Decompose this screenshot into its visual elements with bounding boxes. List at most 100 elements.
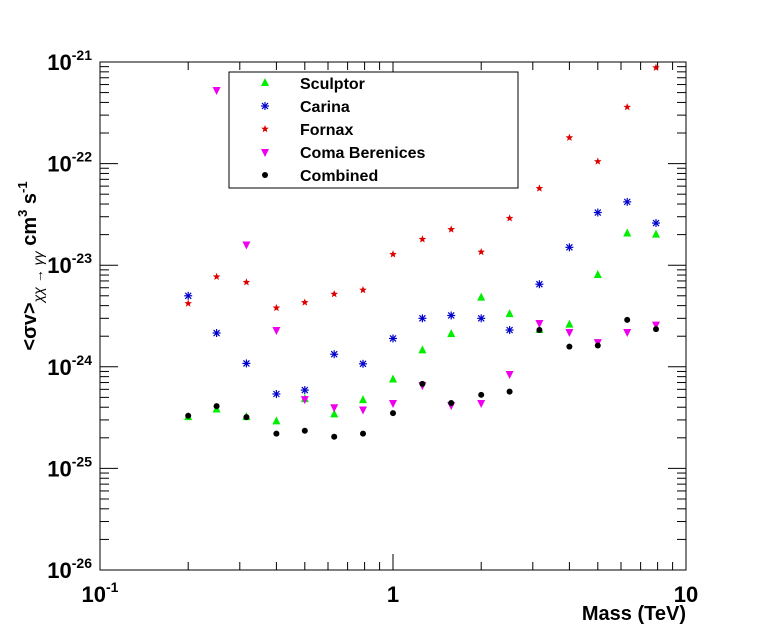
series-fornax — [184, 63, 660, 312]
asterisk-stroke — [301, 386, 309, 394]
y-tick-label: 10-21 — [47, 47, 92, 75]
data-point-carina — [652, 219, 661, 228]
data-point-sculptor — [565, 319, 574, 328]
asterisk-stroke — [477, 314, 485, 322]
x-tick-label: 10 — [674, 582, 698, 607]
data-point-combined — [448, 400, 455, 407]
y-tick-label: 10-26 — [47, 555, 92, 583]
asterisk-stroke — [261, 102, 269, 110]
data-point-combined — [243, 414, 250, 421]
asterisk-stroke — [389, 335, 397, 342]
data-point-fornax — [652, 63, 660, 71]
legend-label-carina: Carina — [300, 99, 350, 116]
data-point-carina — [565, 243, 574, 252]
y-tick-label: 10-25 — [47, 453, 92, 481]
y-axis-title: <σv>χχ → γγ cm3 s-1 — [15, 181, 46, 350]
data-point-sculptor — [359, 395, 368, 404]
data-point-combined — [273, 430, 280, 437]
asterisk-stroke — [359, 360, 367, 368]
y-tick-label: 10-22 — [47, 149, 92, 177]
data-point-fornax — [623, 103, 632, 111]
data-point-carina — [272, 389, 281, 398]
data-point-coma-berenices — [212, 87, 221, 96]
data-point-fornax — [300, 298, 309, 306]
data-point-carina — [212, 329, 221, 338]
series-combined — [185, 316, 660, 440]
x-tick-label: 1 — [387, 582, 399, 607]
legend-marker-coma-berenices — [261, 149, 269, 157]
data-point-carina — [242, 359, 251, 368]
data-point-sculptor — [652, 229, 661, 238]
series-sculptor — [184, 228, 661, 425]
data-point-combined — [360, 430, 367, 437]
legend-label-sculptor: Sculptor — [300, 76, 365, 93]
data-point-coma-berenices — [300, 396, 309, 405]
data-point-coma-berenices — [330, 404, 339, 413]
data-point-combined — [653, 326, 660, 333]
data-point-sculptor — [447, 329, 456, 338]
legend-marker-sculptor — [261, 78, 269, 86]
x-tick-label: 10-1 — [82, 579, 119, 607]
data-point-fornax — [184, 299, 193, 307]
asterisk-stroke — [535, 280, 543, 288]
asterisk-stroke — [184, 292, 192, 300]
data-point-fornax — [565, 133, 574, 141]
data-point-combined — [331, 433, 338, 440]
legend-marker-carina — [261, 102, 269, 110]
data-point-carina — [477, 314, 486, 323]
data-point-coma-berenices — [505, 370, 514, 379]
legend-box — [228, 71, 519, 189]
data-point-coma-berenices — [535, 319, 544, 328]
series-coma-berenices — [212, 87, 661, 415]
data-point-fornax — [330, 290, 339, 298]
asterisk-stroke — [330, 350, 338, 358]
asterisk-stroke — [242, 359, 250, 367]
data-point-carina — [359, 359, 368, 368]
data-point-combined — [390, 410, 396, 417]
asterisk-stroke — [565, 243, 573, 251]
asterisk-stroke — [652, 219, 660, 227]
data-point-sculptor — [593, 270, 602, 279]
asterisk-stroke — [272, 390, 280, 398]
data-point-sculptor — [330, 409, 339, 418]
data-point-coma-berenices — [272, 327, 281, 336]
data-point-combined — [536, 327, 543, 334]
data-point-combined — [185, 412, 192, 419]
series-carina — [184, 197, 661, 398]
legend-marker-fornax — [261, 125, 269, 133]
data-point-carina — [330, 350, 339, 359]
legend-label-fornax: Fornax — [300, 122, 353, 139]
data-point-coma-berenices — [389, 400, 397, 409]
data-point-fornax — [447, 225, 456, 233]
data-point-fornax — [477, 247, 486, 256]
asterisk-stroke — [418, 314, 426, 322]
data-point-coma-berenices — [623, 329, 632, 338]
data-point-carina — [447, 311, 456, 320]
data-point-carina — [623, 197, 632, 206]
data-point-sculptor — [477, 292, 486, 301]
data-point-combined — [624, 316, 631, 323]
data-point-fornax — [272, 303, 281, 312]
data-point-sculptor — [389, 374, 397, 383]
data-point-carina — [389, 334, 397, 343]
data-point-combined — [301, 427, 308, 434]
asterisk-stroke — [594, 209, 602, 216]
data-point-combined — [419, 380, 426, 387]
data-point-combined — [506, 388, 513, 395]
data-point-fornax — [212, 272, 221, 280]
y-tick-label: 10-23 — [47, 250, 92, 278]
data-point-fornax — [535, 184, 544, 192]
legend-label-coma-berenices: Coma Berenices — [300, 145, 425, 162]
data-point-fornax — [418, 235, 427, 243]
x-axis-title: Mass (TeV) — [582, 603, 686, 625]
data-point-carina — [418, 314, 427, 323]
data-point-fornax — [242, 278, 251, 286]
data-point-carina — [300, 386, 309, 395]
data-point-coma-berenices — [652, 321, 661, 330]
legend-marker-combined — [262, 172, 268, 178]
data-point-carina — [184, 291, 193, 300]
data-point-carina — [505, 326, 514, 335]
data-point-coma-berenices — [565, 329, 574, 338]
